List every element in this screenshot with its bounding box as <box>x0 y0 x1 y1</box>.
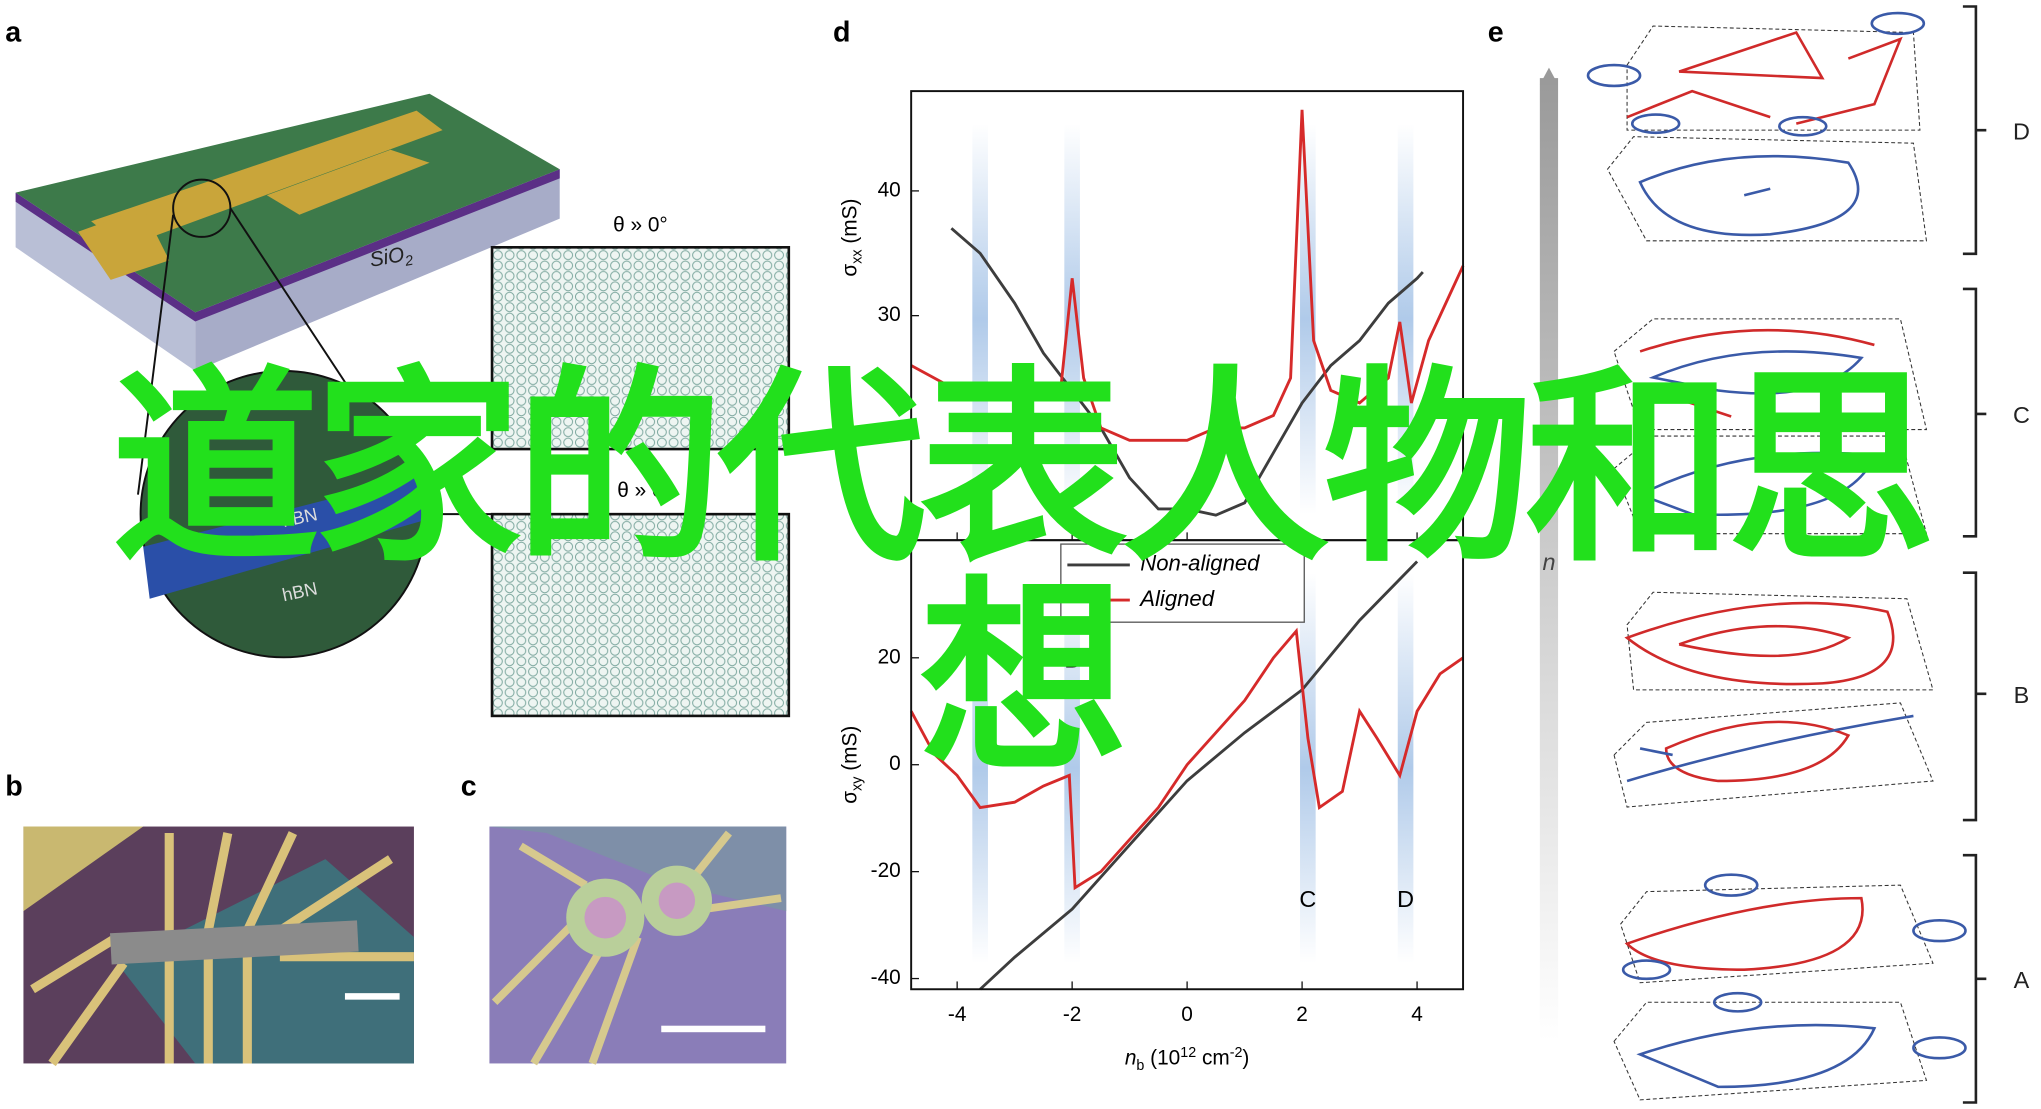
panel-c <box>489 826 787 1066</box>
panel-label: d <box>833 17 851 49</box>
y-axis-label: σxx (mS) <box>838 199 865 277</box>
x-axis-label-part: (10 <box>1144 1047 1180 1070</box>
brackets <box>1962 5 1987 1104</box>
highlight-band <box>1397 123 1414 515</box>
y-tick-label: 30 <box>878 303 901 326</box>
electrode <box>78 208 170 280</box>
y-axis-label-part: (mS) <box>838 199 861 250</box>
panel-b <box>23 826 414 1067</box>
x-axis-label: nb (1012 cm-2) <box>1125 1045 1250 1074</box>
contact-ring <box>584 896 627 939</box>
y-tick-label: 20 <box>878 645 901 668</box>
highlight-band <box>1064 123 1080 515</box>
contact-ring <box>658 882 696 919</box>
scale-bar <box>661 1025 766 1033</box>
x-tick-label: -4 <box>948 1003 967 1026</box>
band-label: C <box>1299 886 1316 912</box>
micrograph-region <box>117 859 414 1064</box>
y-axis-label-part: σ <box>838 791 861 804</box>
highlight-band <box>1300 123 1316 515</box>
y-axis-label-part: xx <box>850 249 866 263</box>
highlight-band <box>972 123 988 515</box>
x-tick-label: -2 <box>1063 1003 1082 1026</box>
group-label: A <box>2014 967 2030 993</box>
y-axis-label-part: (mS) <box>838 726 861 777</box>
y-axis-label-part: σ <box>838 264 861 277</box>
slab-side <box>195 169 560 371</box>
group-label: D <box>2013 118 2030 144</box>
red-contours <box>1624 30 1903 972</box>
x-axis-label-part: b <box>1136 1058 1144 1074</box>
band-label: B <box>1064 646 1080 672</box>
legend-label: Aligned <box>1138 586 1214 611</box>
highlight-band <box>972 572 988 964</box>
data-line <box>909 627 1464 891</box>
axis-label: n <box>1542 549 1555 575</box>
electrode <box>91 110 443 248</box>
data-line <box>950 227 1424 517</box>
micrograph-region <box>489 826 787 912</box>
panel-label: a <box>5 17 22 49</box>
group-label: B <box>2014 682 2030 708</box>
x-axis-label-part: n <box>1125 1047 1137 1070</box>
scale-bar <box>344 993 400 1000</box>
y-tick-label: 0 <box>889 752 901 775</box>
arrow-head <box>1539 67 1559 85</box>
panel-e: D C B A n <box>1539 5 2030 1104</box>
hbn-layer <box>143 475 424 599</box>
lattice-title: θ » 0° <box>613 214 668 237</box>
legend-box <box>1060 543 1305 623</box>
overlay-title: 道家的代表人物和思想 <box>111 349 1936 801</box>
x-tick-label: 2 <box>1296 1003 1308 1026</box>
lattice-image <box>490 512 791 718</box>
arrow-bar <box>1539 78 1559 1042</box>
slab-side <box>15 192 196 371</box>
electrode <box>266 149 430 215</box>
zoom-line <box>422 448 493 483</box>
x-axis-label-part: ) <box>1242 1047 1249 1070</box>
panel-label: b <box>5 770 23 802</box>
micrograph-leads <box>30 831 414 1067</box>
y-axis-label-part: xy <box>850 776 866 791</box>
substrate-label: SiO2 <box>368 242 415 276</box>
panel-a: SiO2 hBN hBN θ » 0° θ » 0 <box>15 93 791 718</box>
highlight-band <box>1064 572 1080 964</box>
x-axis-label-part: -2 <box>1230 1045 1243 1061</box>
y-tick-label: 40 <box>878 178 901 201</box>
x-tick-label: 0 <box>1181 1003 1193 1026</box>
blue-contours <box>1586 11 1967 1089</box>
legend-label: Non-aligned <box>1140 551 1260 576</box>
cells <box>1606 25 1934 1101</box>
zoom-line <box>137 214 175 495</box>
micrograph-region <box>23 826 144 912</box>
panel-label: e <box>1488 17 1504 49</box>
x-axis-label-part: cm <box>1196 1047 1230 1070</box>
lattice-title: θ » 0 <box>617 479 663 502</box>
data-line <box>910 109 1465 442</box>
group-label: C <box>2013 402 2030 428</box>
y-axis-label: σxy (mS) <box>838 726 865 804</box>
y-tick-label: -20 <box>871 859 901 882</box>
data-line <box>979 560 1419 991</box>
lattice-image <box>490 246 791 451</box>
panel-label: c <box>461 770 477 802</box>
oxide-layer <box>15 169 560 322</box>
device-bar <box>110 920 359 965</box>
highlight-band <box>1300 572 1316 964</box>
y-tick-label: -40 <box>871 966 901 989</box>
x-tick-label: 4 <box>1411 1003 1423 1026</box>
highlight-band <box>1397 572 1414 964</box>
x-axis-label-part: 12 <box>1180 1045 1196 1061</box>
band-label: D <box>1397 886 1414 912</box>
